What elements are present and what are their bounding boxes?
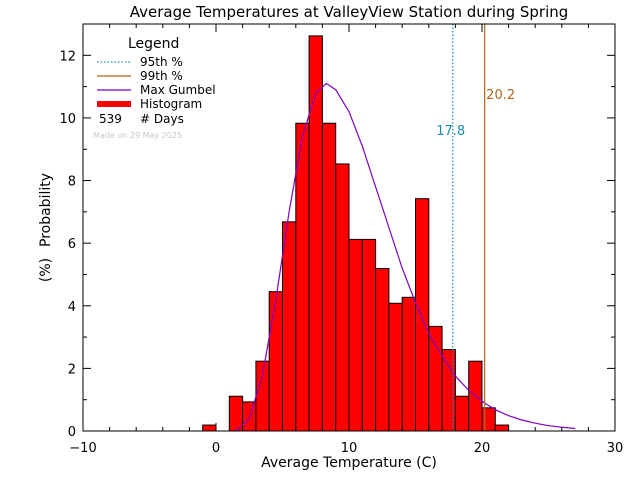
legend-title: Legend xyxy=(128,36,179,52)
x-axis: −10 0 10 20 30 xyxy=(69,24,623,456)
legend-label-99th: 99th % xyxy=(140,69,183,83)
histogram-bar xyxy=(308,35,323,432)
y-axis: 0 2 4 6 8 10 12 xyxy=(59,49,615,440)
x-tick-label: 0 xyxy=(212,441,220,456)
y-tick-label: 6 xyxy=(68,237,76,252)
histogram-bar xyxy=(202,424,217,432)
made-on-note: Made on 29 May 2025 xyxy=(93,131,182,140)
legend: Legend 95th % 99th % Max Gumbel Histogra… xyxy=(93,36,216,140)
p99-label: 20.2 xyxy=(486,88,515,103)
histogram-bar xyxy=(415,198,430,432)
histogram-bar xyxy=(242,401,257,432)
histogram-bar xyxy=(441,349,456,432)
histogram-bar xyxy=(494,424,510,432)
legend-label-95th: 95th % xyxy=(140,55,183,69)
x-tick-label: −10 xyxy=(69,441,96,456)
chart-title: Average Temperatures at ValleyView Stati… xyxy=(130,3,569,21)
histogram-bar xyxy=(228,395,244,432)
x-tick-label: 20 xyxy=(474,441,491,456)
histogram-bar xyxy=(428,325,443,432)
legend-days-label: # Days xyxy=(140,112,184,126)
histogram-bars xyxy=(202,35,510,432)
y-tick-label: 0 xyxy=(68,425,76,440)
histogram-bar xyxy=(295,122,310,432)
y-tick-label: 10 xyxy=(59,112,76,127)
legend-label-histogram: Histogram xyxy=(140,97,202,111)
histogram-bar xyxy=(481,407,496,432)
y-tick-label: 4 xyxy=(68,300,76,315)
legend-days-count: 539 xyxy=(99,112,122,126)
x-tick-label: 10 xyxy=(341,441,358,456)
histogram-bar xyxy=(401,296,417,432)
histogram-bar xyxy=(335,163,350,432)
legend-label-gumbel: Max Gumbel xyxy=(140,83,216,97)
histogram-bar xyxy=(268,291,284,432)
y-tick-label: 2 xyxy=(68,362,76,377)
x-axis-label: Average Temperature (C) xyxy=(261,455,437,471)
gumbel-curve xyxy=(235,82,576,432)
histogram-bar xyxy=(321,122,337,432)
histogram-bar xyxy=(375,268,390,432)
histogram-bar xyxy=(388,302,403,432)
y-axis-label: Probability xyxy=(38,173,54,247)
histogram-bar xyxy=(361,238,377,432)
y-tick-label: 12 xyxy=(59,49,76,64)
x-tick-label: 30 xyxy=(607,441,624,456)
percentile-lines: 17.8 20.2 xyxy=(436,24,515,431)
histogram-bar xyxy=(454,395,470,432)
histogram-bar xyxy=(282,221,297,432)
y-axis-unit: (%) xyxy=(38,258,54,282)
y-tick-label: 8 xyxy=(68,175,76,190)
gumbel-curve-line xyxy=(235,82,576,432)
p95-label: 17.8 xyxy=(436,124,465,139)
histogram-bar xyxy=(348,238,363,432)
